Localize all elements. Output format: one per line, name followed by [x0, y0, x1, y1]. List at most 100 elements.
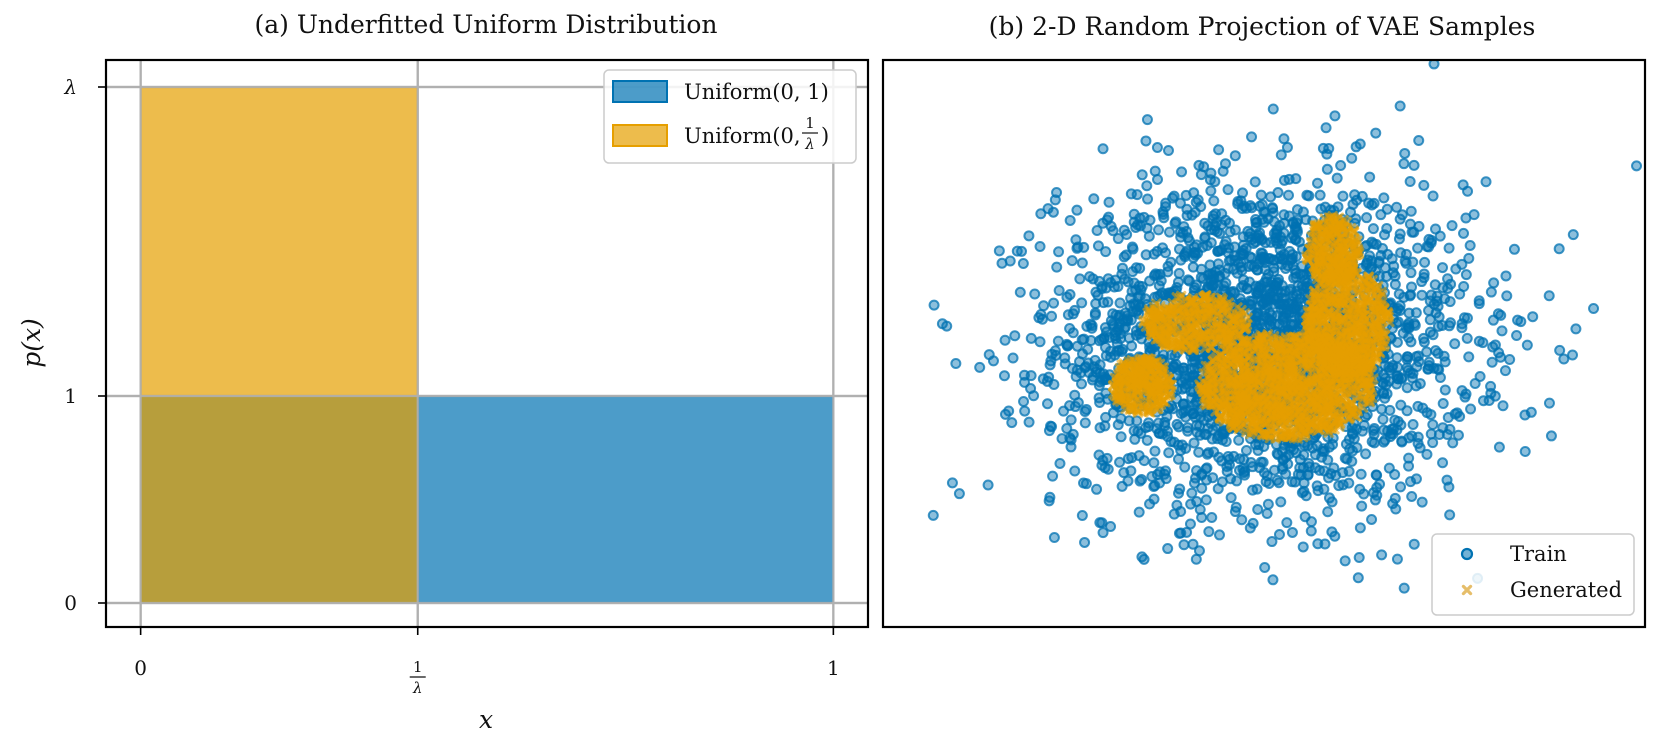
- train-point: [1067, 327, 1079, 339]
- train-point: [1165, 436, 1177, 448]
- train-point: [1239, 465, 1251, 477]
- train-point: [1126, 452, 1138, 464]
- train-point: [1261, 470, 1273, 482]
- train-point: [1493, 347, 1505, 359]
- train-point: [1014, 286, 1026, 298]
- train-point: [1398, 158, 1410, 170]
- train-point: [1286, 526, 1298, 538]
- train-point: [1221, 460, 1233, 472]
- train-point: [1278, 174, 1290, 186]
- train-point: [1051, 261, 1063, 273]
- train-point: [1205, 185, 1217, 197]
- panel-b-plot-area: [927, 60, 1643, 594]
- train-point: [1316, 451, 1328, 463]
- train-point: [1222, 247, 1234, 259]
- train-point: [1399, 147, 1411, 159]
- train-point: [946, 477, 958, 489]
- train-point: [1391, 352, 1403, 364]
- train-point: [1204, 259, 1216, 271]
- train-point: [1329, 530, 1341, 542]
- train-point: [1035, 208, 1047, 220]
- train-point: [1181, 203, 1193, 215]
- train-point: [1117, 314, 1129, 326]
- train-point: [1176, 166, 1188, 178]
- train-point: [1207, 213, 1219, 225]
- train-point: [1519, 445, 1531, 457]
- train-point: [1370, 469, 1382, 481]
- train-point: [1148, 457, 1160, 469]
- train-point: [1154, 289, 1166, 301]
- train-point: [1462, 185, 1474, 197]
- train-point: [1101, 214, 1113, 226]
- train-point: [1034, 336, 1046, 348]
- train-point: [1213, 529, 1225, 541]
- train-point: [1312, 177, 1324, 189]
- train-point: [1180, 189, 1192, 201]
- train-point: [1240, 444, 1252, 456]
- train-point: [1307, 442, 1319, 454]
- train-point: [1278, 133, 1290, 145]
- panel-b-title: (b) 2-D Random Projection of VAE Samples: [989, 12, 1536, 41]
- train-point: [1177, 362, 1189, 374]
- train-point: [1460, 212, 1472, 224]
- train-point: [1312, 538, 1324, 550]
- train-point: [1443, 242, 1455, 254]
- train-point: [982, 479, 994, 491]
- train-point: [1261, 508, 1273, 520]
- train-point: [1259, 561, 1271, 573]
- train-point: [1422, 363, 1434, 375]
- train-point: [1268, 262, 1280, 274]
- train-point: [1182, 422, 1194, 434]
- train-point: [1553, 243, 1565, 255]
- train-point: [1084, 271, 1096, 283]
- train-point: [1266, 536, 1278, 548]
- train-point: [1234, 453, 1246, 465]
- train-point: [1193, 446, 1205, 458]
- train-point: [1094, 396, 1106, 408]
- train-point: [1268, 283, 1280, 295]
- train-point: [1262, 498, 1274, 510]
- train-point: [1134, 212, 1146, 224]
- train-point: [1367, 223, 1379, 235]
- train-point: [1474, 371, 1486, 383]
- train-point: [1410, 380, 1422, 392]
- train-point: [996, 257, 1008, 269]
- train-point: [1097, 143, 1109, 155]
- train-point: [1173, 421, 1185, 433]
- train-point: [1141, 434, 1153, 446]
- train-point: [1437, 457, 1449, 469]
- train-point: [1588, 302, 1600, 314]
- train-point: [1170, 216, 1182, 228]
- train-point: [1305, 525, 1317, 537]
- train-point: [1337, 190, 1349, 202]
- train-point: [1430, 307, 1442, 319]
- train-point: [1182, 274, 1194, 286]
- train-point: [1366, 255, 1378, 267]
- train-point: [1140, 135, 1152, 147]
- train-point: [1427, 419, 1439, 431]
- train-point: [953, 488, 965, 500]
- train-point: [1076, 257, 1088, 269]
- train-point: [1053, 285, 1065, 297]
- train-point: [1387, 498, 1399, 510]
- train-point: [1099, 371, 1111, 383]
- train-point: [1421, 448, 1433, 460]
- train-point: [1115, 431, 1127, 443]
- train-point: [1252, 264, 1264, 276]
- train-point: [1387, 267, 1399, 279]
- train-point: [1461, 332, 1473, 344]
- train-point: [1449, 338, 1461, 350]
- train-point: [1406, 430, 1418, 442]
- train-point: [1034, 240, 1046, 252]
- train-point: [1163, 226, 1175, 238]
- train-point: [1136, 281, 1148, 293]
- train-point: [1188, 437, 1200, 449]
- train-point: [1297, 541, 1309, 553]
- train-point: [1511, 329, 1523, 341]
- train-point: [1208, 195, 1220, 207]
- train-point: [1207, 472, 1219, 484]
- train-point: [1371, 489, 1383, 501]
- train-point: [1149, 445, 1161, 457]
- train-point: [1456, 318, 1468, 330]
- train-point: [1438, 350, 1450, 362]
